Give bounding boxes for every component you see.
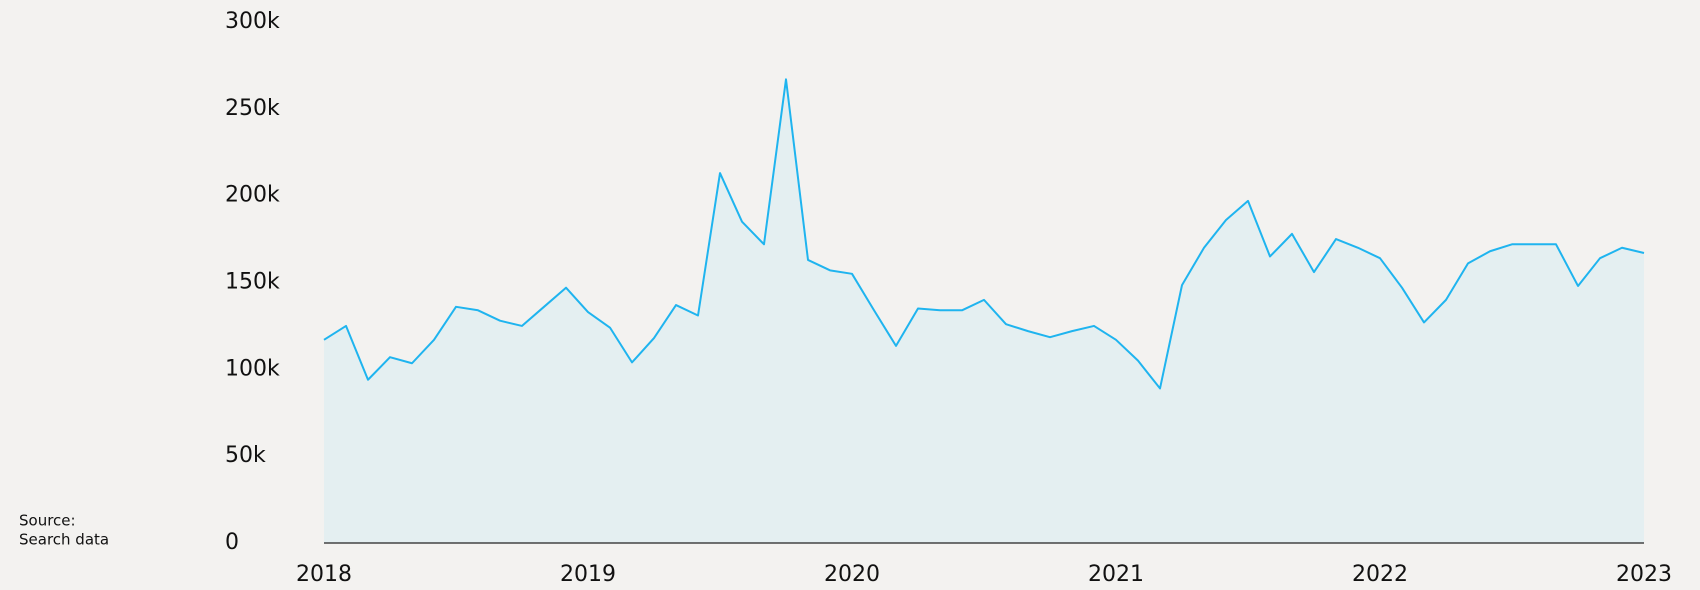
area-fill [324, 79, 1644, 543]
x-tick-label: 2023 [1616, 562, 1672, 587]
x-tick-label: 2020 [824, 562, 880, 587]
y-tick-label: 100k [225, 356, 280, 381]
y-tick-label: 50k [225, 443, 266, 468]
source-text: Search data [19, 531, 109, 549]
x-tick-label: 2018 [296, 562, 352, 587]
y-tick-label: 250k [225, 96, 280, 121]
x-tick-label: 2021 [1088, 562, 1144, 587]
source-label: Source: [19, 512, 76, 530]
y-tick-label: 0 [225, 530, 239, 555]
y-tick-label: 300k [225, 9, 280, 34]
x-tick-label: 2019 [560, 562, 616, 587]
series-line [323, 78, 1645, 390]
y-tick-label: 200k [225, 183, 280, 208]
y-tick-label: 150k [225, 270, 280, 295]
x-tick-label: 2022 [1352, 562, 1408, 587]
